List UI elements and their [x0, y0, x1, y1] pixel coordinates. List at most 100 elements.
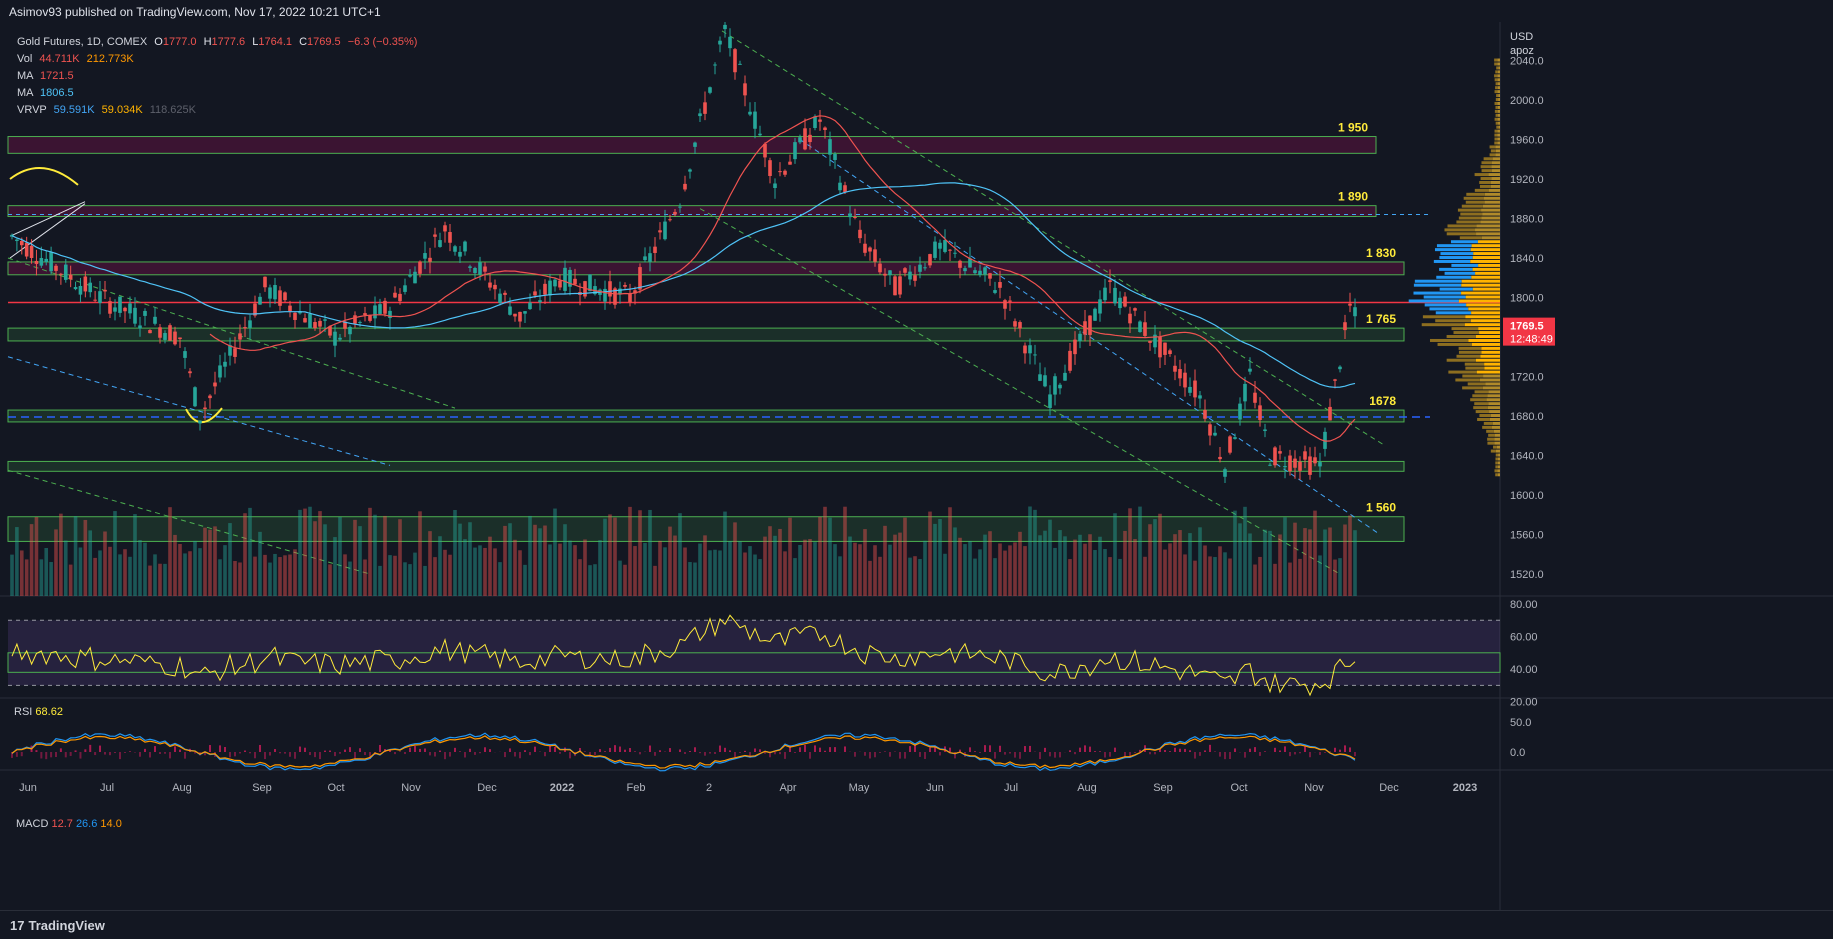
candle-body	[1113, 288, 1117, 303]
profile-bar	[1496, 94, 1498, 97]
vrvp-label: VRVP	[17, 104, 47, 116]
macd-hist-bar	[254, 752, 256, 758]
volume-bar	[533, 525, 537, 596]
candle-body	[393, 293, 397, 298]
candle-body	[898, 276, 902, 294]
volume-bar	[278, 557, 282, 596]
candle-body	[928, 254, 932, 265]
volume-bar	[153, 554, 157, 596]
volume-bar	[1193, 561, 1197, 596]
profile-bar	[1493, 446, 1497, 449]
profile-bar	[1497, 62, 1500, 65]
macd-hist-bar	[844, 746, 846, 752]
macd-hist-bar	[529, 752, 531, 755]
candle-body	[403, 285, 407, 292]
volume-bar	[128, 557, 132, 596]
volume-bar	[1308, 529, 1312, 596]
candle-body	[838, 183, 842, 191]
profile-bar	[1459, 351, 1482, 354]
candle-body	[383, 301, 387, 314]
profile-bar	[1496, 98, 1498, 101]
profile-bar	[1475, 272, 1500, 275]
candle-body	[768, 160, 772, 176]
volume-bar	[1003, 551, 1007, 596]
volume-bar	[948, 507, 952, 596]
profile-bar	[1468, 382, 1486, 385]
candle-body	[273, 285, 277, 299]
candle-body	[223, 362, 227, 367]
candle-body	[873, 249, 877, 261]
macd-hist-bar	[349, 747, 351, 752]
time-tick-label: Jul	[100, 782, 114, 794]
candle-body	[1328, 407, 1332, 421]
volume-bar	[64, 541, 68, 596]
volume-bar	[758, 559, 762, 596]
profile-bar	[1472, 244, 1500, 247]
profile-bar	[1474, 402, 1488, 405]
volume-bar	[1313, 511, 1317, 596]
profile-bar	[1498, 70, 1500, 73]
macd-hist-bar	[444, 752, 446, 759]
volume-bar	[873, 545, 877, 596]
macd-hist-bar	[559, 752, 561, 754]
profile-bar	[1470, 398, 1486, 401]
macd-hist-bar	[1229, 752, 1231, 759]
macd-hist-bar	[1274, 748, 1276, 752]
candle-body	[748, 112, 752, 115]
profile-bar	[1494, 62, 1497, 65]
volume-bar	[408, 564, 412, 596]
profile-bar	[1440, 288, 1473, 291]
time-tick-label: Sep	[1153, 782, 1173, 794]
candle-body	[1148, 341, 1152, 343]
candle-body	[123, 308, 127, 311]
volume-bar	[558, 544, 562, 596]
time-tick-label: Oct	[1230, 782, 1247, 794]
profile-bar	[1465, 323, 1500, 326]
macd-hist-bar	[929, 748, 931, 752]
profile-bar	[1487, 442, 1494, 445]
zone-label: 1 560	[1366, 501, 1396, 515]
volume-bar	[148, 566, 152, 596]
zone-band	[8, 262, 1404, 275]
macd-hist-bar	[129, 751, 131, 752]
profile-bar	[1447, 335, 1476, 338]
profile-bar	[1495, 118, 1498, 121]
volume-bar	[158, 564, 162, 596]
macd-hist-bar	[1294, 752, 1296, 754]
candle-body	[683, 184, 687, 190]
macd-hist-bar	[609, 748, 611, 752]
profile-bar	[1496, 454, 1498, 457]
macd-hist-bar	[259, 745, 261, 752]
last-price-label: 1769.5	[1510, 321, 1544, 333]
volume-bar	[463, 539, 467, 596]
macd-hist-bar	[144, 749, 146, 752]
candle-body	[1038, 374, 1042, 381]
macd-hist-bar	[179, 750, 181, 752]
macd-hist-bar	[824, 751, 826, 752]
macd-hist-bar	[914, 745, 916, 752]
volume-bar	[688, 562, 692, 596]
volume-bar	[1343, 524, 1347, 596]
candle-body	[143, 311, 147, 316]
candle-body	[823, 128, 827, 130]
macd-hist-bar	[439, 751, 441, 752]
profile-bar	[1482, 426, 1492, 429]
volume-bar	[1028, 506, 1032, 596]
macd-hist-bar	[289, 752, 291, 757]
macd-tick-label: 50.0	[1510, 717, 1531, 729]
profile-bar	[1496, 126, 1498, 129]
profile-bar	[1438, 343, 1472, 346]
profile-bar	[1476, 224, 1500, 227]
profile-bar	[1494, 442, 1500, 445]
profile-bar	[1492, 169, 1500, 172]
volume-bar	[253, 557, 257, 596]
volume-bar	[1023, 546, 1027, 596]
volume-bar	[20, 550, 24, 596]
macd-hist-bar	[874, 752, 876, 757]
macd-hist-bar	[329, 751, 331, 752]
profile-bar	[1414, 284, 1461, 287]
candle-body	[878, 264, 882, 273]
candle-body	[653, 247, 657, 253]
